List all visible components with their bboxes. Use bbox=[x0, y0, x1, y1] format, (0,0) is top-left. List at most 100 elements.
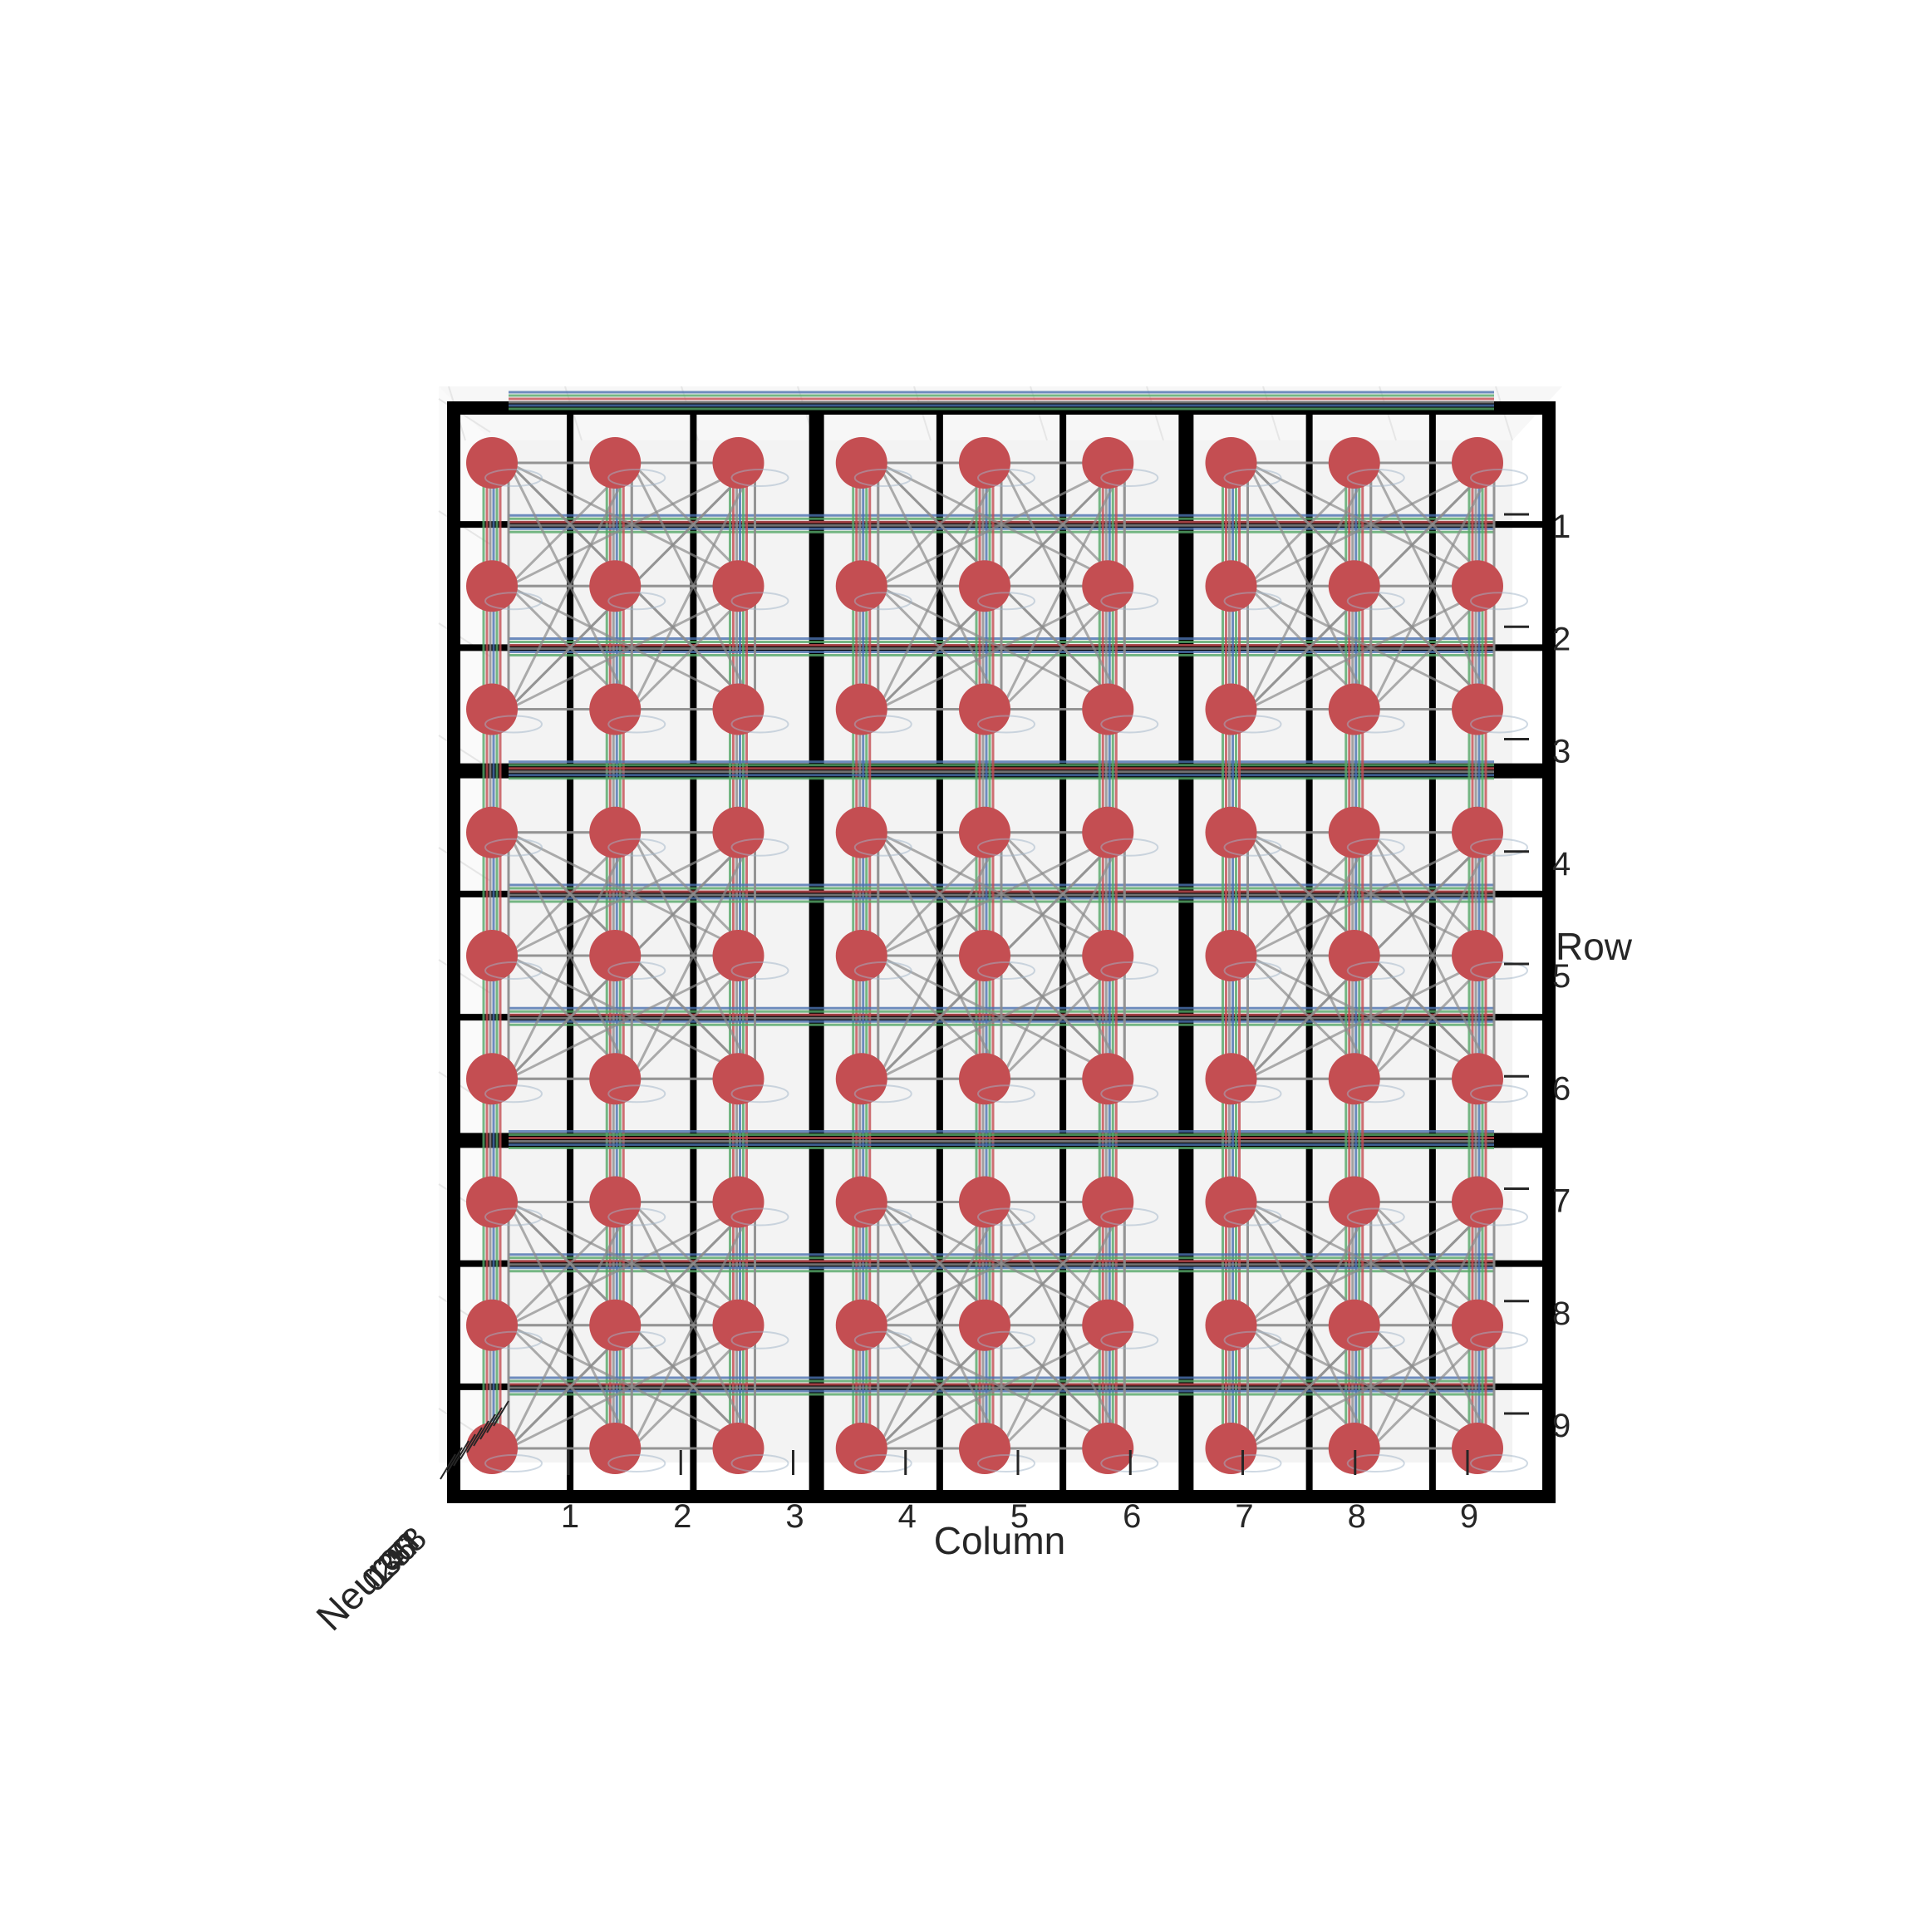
box-connection bbox=[507, 462, 633, 710]
neuron-node bbox=[959, 1176, 1010, 1228]
x-tick-label: 9 bbox=[1460, 1498, 1478, 1535]
y-axis-label: Row bbox=[1556, 925, 1633, 968]
x-tick-label: 2 bbox=[673, 1498, 691, 1535]
neuron-node bbox=[1082, 683, 1134, 735]
neuron-node bbox=[1452, 1176, 1503, 1228]
neuron-halo bbox=[853, 715, 912, 734]
neuron-node bbox=[1328, 437, 1380, 489]
box-connection bbox=[877, 1201, 1003, 1449]
neuron-nodes bbox=[466, 437, 1503, 1474]
box-connection bbox=[1369, 462, 1496, 710]
neuron-node bbox=[466, 1053, 518, 1105]
neuron-node bbox=[589, 930, 642, 981]
neuron-halo bbox=[730, 838, 789, 857]
neuron-halo bbox=[484, 1330, 543, 1349]
neuron-halo bbox=[853, 469, 912, 487]
neuron-halo bbox=[1470, 1330, 1528, 1349]
neuron-halo bbox=[484, 592, 543, 611]
box-connection bbox=[1000, 462, 1126, 710]
neuron-node bbox=[1328, 560, 1380, 612]
neuron-node bbox=[1205, 683, 1257, 735]
neuron-node bbox=[1205, 1299, 1257, 1351]
neuron-node bbox=[959, 437, 1010, 489]
x-tick-label: 3 bbox=[785, 1498, 804, 1535]
neuron-halo bbox=[1346, 592, 1405, 611]
y-tick-label: 3 bbox=[1552, 734, 1571, 770]
neuron-halo bbox=[977, 961, 1035, 980]
y-tick-label: 6 bbox=[1552, 1070, 1571, 1107]
neuron-halo bbox=[1223, 592, 1282, 611]
neuron-halo bbox=[484, 961, 543, 980]
neuron-node bbox=[712, 1423, 764, 1474]
neuron-node bbox=[1452, 930, 1503, 981]
box-connection bbox=[630, 832, 756, 1079]
z-tick bbox=[473, 1420, 489, 1447]
neuron-halo bbox=[977, 838, 1035, 857]
neuron-node bbox=[1205, 930, 1257, 981]
z-tick bbox=[440, 1453, 456, 1480]
neuron-node bbox=[959, 930, 1010, 981]
neuron-node bbox=[589, 437, 642, 489]
neuron-halo bbox=[607, 469, 666, 487]
box-connection bbox=[630, 1201, 756, 1449]
neuron-halo bbox=[1100, 838, 1159, 857]
neuron-halo bbox=[853, 1207, 912, 1227]
z-tick bbox=[460, 1433, 476, 1460]
neuron-node bbox=[1082, 930, 1134, 981]
neuron-node bbox=[835, 1053, 887, 1105]
neuron-halo bbox=[1470, 592, 1528, 611]
z-tick bbox=[466, 1427, 483, 1453]
y-tick-label: 7 bbox=[1552, 1183, 1571, 1220]
box-connection bbox=[1369, 1201, 1496, 1449]
box-connection bbox=[1000, 1201, 1126, 1449]
neuron-halo bbox=[1223, 715, 1282, 734]
neuron-halo bbox=[853, 592, 912, 611]
y-tick-label: 8 bbox=[1552, 1295, 1571, 1332]
neuron-halo bbox=[730, 469, 789, 487]
box-connection bbox=[507, 1201, 633, 1449]
neuron-halo bbox=[607, 592, 666, 611]
neuron-node bbox=[589, 1299, 642, 1351]
neuron-node bbox=[1452, 560, 1503, 612]
neuron-halo bbox=[1346, 961, 1405, 980]
box-connection bbox=[877, 832, 1003, 1079]
neuron-halo bbox=[1223, 1084, 1282, 1104]
neuron-node bbox=[1328, 806, 1380, 858]
neuron-node bbox=[589, 683, 642, 735]
neuron-node bbox=[1082, 1176, 1134, 1228]
neuron-halo bbox=[1346, 715, 1405, 734]
y-tick-label: 9 bbox=[1552, 1408, 1571, 1444]
neuron-node bbox=[835, 1423, 887, 1474]
z-tick bbox=[453, 1440, 469, 1467]
neuron-node bbox=[1082, 437, 1134, 489]
neuron-node bbox=[1205, 1053, 1257, 1105]
neuron-node bbox=[1452, 806, 1503, 858]
neuron-halo bbox=[1470, 715, 1528, 734]
neuron-node bbox=[466, 1176, 518, 1228]
neuron-node bbox=[835, 806, 887, 858]
x-tick-label: 7 bbox=[1235, 1498, 1253, 1535]
neuron-node bbox=[835, 683, 887, 735]
neuron-node bbox=[466, 930, 518, 981]
neuron-node bbox=[712, 1299, 764, 1351]
neuron-halo bbox=[853, 1454, 912, 1472]
neuron-node bbox=[589, 1423, 642, 1474]
neuron-node bbox=[959, 806, 1010, 858]
neuron-node bbox=[589, 806, 642, 858]
neuron-halo bbox=[1346, 1084, 1405, 1104]
neuron-halo bbox=[1470, 961, 1528, 980]
neuron-node bbox=[712, 560, 764, 612]
neuron-node bbox=[959, 1053, 1010, 1105]
neuron-node bbox=[835, 1176, 887, 1228]
box-connection bbox=[1246, 832, 1373, 1079]
neuron-node bbox=[712, 1176, 764, 1228]
y-axis: 1 2 3 4 5 6 7 8 9 bbox=[1504, 509, 1571, 1444]
z-tick bbox=[493, 1400, 509, 1427]
neuron-halo bbox=[1223, 469, 1282, 487]
neuron-node bbox=[1452, 1053, 1503, 1105]
neuron-halo bbox=[730, 1330, 789, 1349]
neuron-node bbox=[466, 560, 518, 612]
neuron-node bbox=[712, 683, 764, 735]
x-tick-label: 8 bbox=[1348, 1498, 1366, 1535]
